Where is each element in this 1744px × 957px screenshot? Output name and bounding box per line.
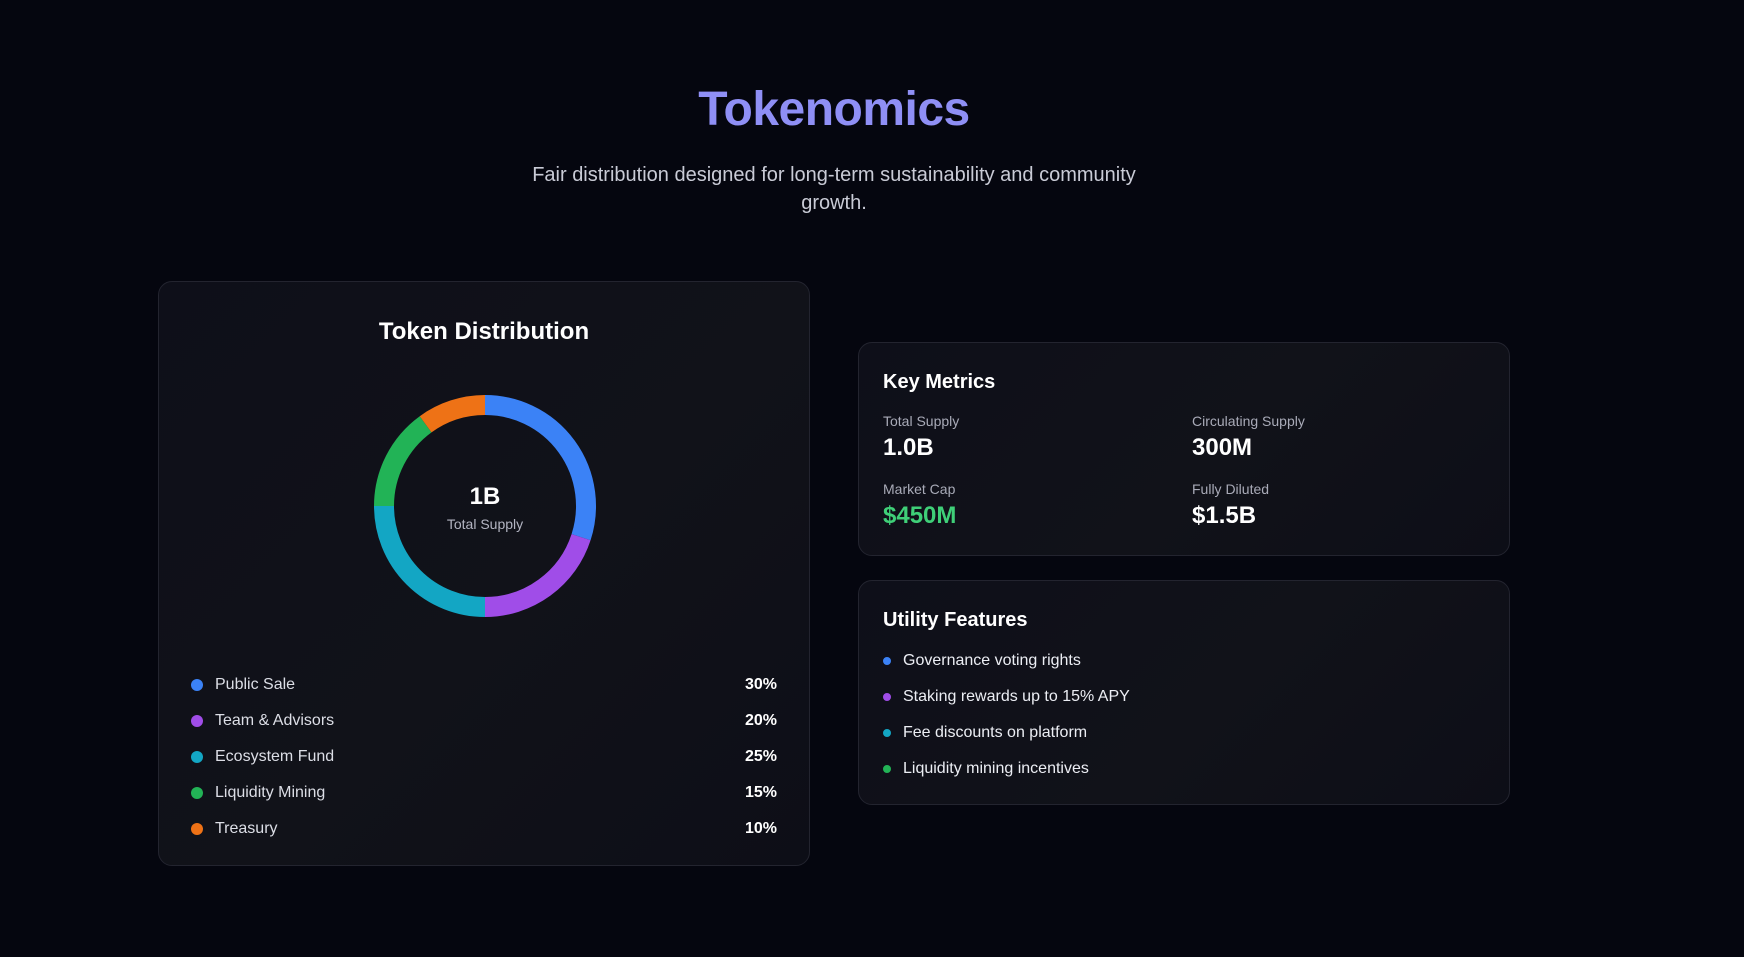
metric-label: Total Supply [883,413,960,429]
feature-item: Liquidity mining incentives [883,751,1130,787]
legend-dot-icon [191,787,203,799]
legend-item-team-advisors: Team & Advisors 20% [191,703,777,739]
feature-item: Governance voting rights [883,643,1130,679]
donut-center-label: Total Supply [446,516,524,532]
section-subtitle: Fair distribution designed for long-term… [532,164,1136,214]
feature-item: Staking rewards up to 15% APY [883,679,1130,715]
feature-text: Staking rewards up to 15% APY [903,688,1130,705]
key-metrics-card: Key Metrics Total Supply 1.0B Circulatin… [858,342,1510,556]
legend-percent: 15% [744,784,777,801]
metric-value: $450M [883,502,957,529]
legend-dot-icon [191,679,203,691]
token-distribution-card: Token Distribution 1B Total Supply Publi… [158,281,810,866]
legend-name: Public Sale [215,676,296,693]
bullet-dot-icon [883,693,891,701]
donut-slice-liquidity-mining [374,416,432,507]
bullet-dot-icon [883,765,891,773]
donut-slice-public-sale [484,395,596,541]
metric-circulating-supply: Circulating Supply 300M [1192,413,1305,463]
metric-label: Market Cap [883,481,956,497]
metric-market-cap: Market Cap $450M [883,481,956,531]
legend-name: Team & Advisors [215,712,335,729]
metric-value: $1.5B [1192,502,1257,529]
feature-text: Liquidity mining incentives [903,760,1089,777]
legend-dot-icon [191,715,203,727]
legend-name: Treasury [215,820,278,837]
legend-item-liquidity-mining: Liquidity Mining 15% [191,775,777,811]
donut-svg [374,395,596,617]
legend-item-public-sale: Public Sale 30% [191,667,777,703]
metric-label: Circulating Supply [1192,413,1305,429]
legend-name: Liquidity Mining [215,784,326,801]
feature-text: Governance voting rights [903,652,1081,669]
donut-slice-treasury [419,395,486,433]
donut-slice-ecosystem-fund [374,505,486,617]
metric-value: 1.0B [883,434,934,461]
utility-features-title: Utility Features [883,609,1028,631]
donut-center: 1B Total Supply [371,392,599,620]
feature-text: Fee discounts on platform [903,724,1088,741]
legend-percent: 25% [744,748,777,765]
distribution-legend: Public Sale 30% Team & Advisors 20% Ecos… [191,667,777,847]
metric-fully-diluted: Fully Diluted $1.5B [1192,481,1269,531]
legend-item-treasury: Treasury 10% [191,811,777,847]
legend-dot-icon [191,751,203,763]
key-metrics-title: Key Metrics [883,371,996,393]
legend-percent: 30% [744,676,777,693]
legend-dot-icon [191,823,203,835]
features-list: Governance voting rights Staking rewards… [883,643,1130,787]
legend-percent: 20% [744,712,777,729]
section-title: Tokenomics [698,83,970,136]
bullet-dot-icon [883,729,891,737]
feature-item: Fee discounts on platform [883,715,1130,751]
legend-item-ecosystem-fund: Ecosystem Fund 25% [191,739,777,775]
distribution-donut-chart: 1B Total Supply [371,392,599,620]
donut-slice-team-advisors [484,533,591,617]
bullet-dot-icon [883,657,891,665]
legend-percent: 10% [744,820,777,837]
metric-label: Fully Diluted [1192,481,1270,497]
utility-features-card: Utility Features Governance voting right… [858,580,1510,805]
donut-center-value: 1B [469,483,501,510]
legend-name: Ecosystem Fund [215,748,335,765]
metric-total-supply: Total Supply 1.0B [883,413,959,463]
distribution-title: Token Distribution [378,318,590,345]
metric-value: 300M [1192,434,1253,461]
